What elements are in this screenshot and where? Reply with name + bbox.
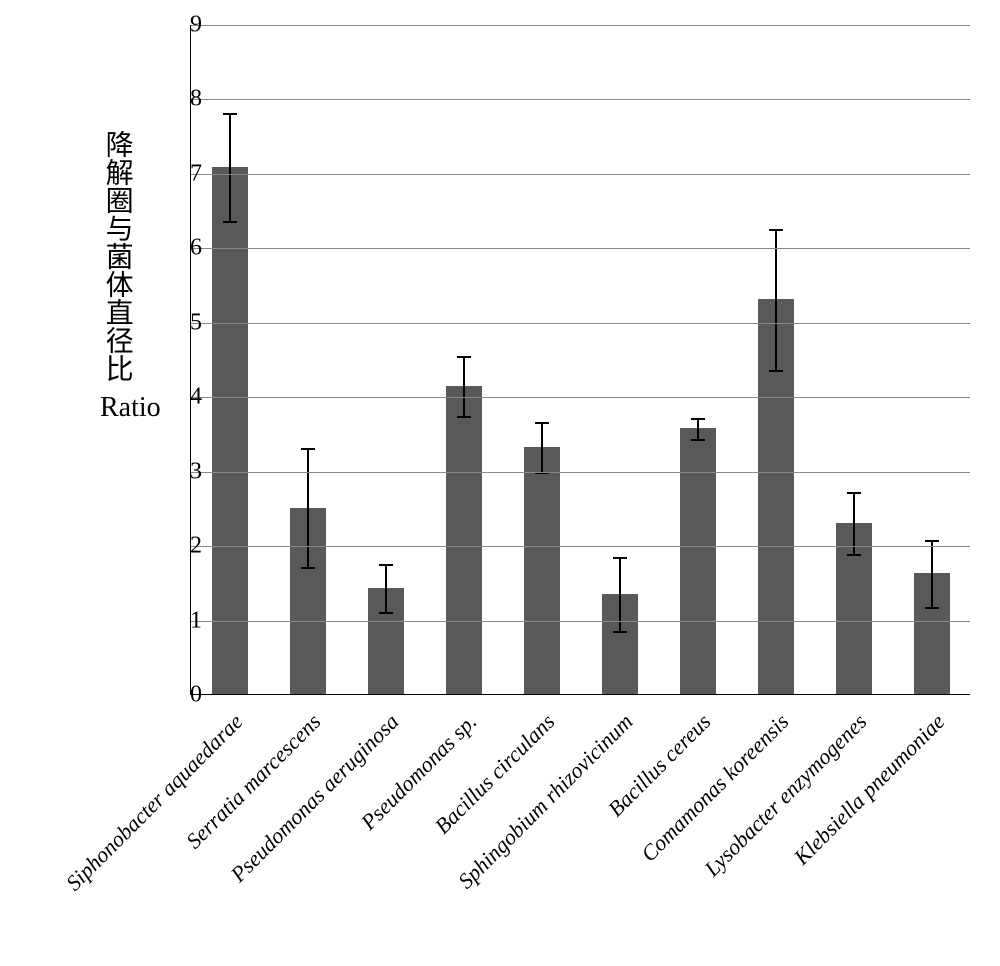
ytick-label: 3 xyxy=(190,458,202,485)
error-bar xyxy=(931,541,933,608)
gridline xyxy=(191,99,970,100)
error-cap-top xyxy=(613,557,627,559)
ytick-label: 7 xyxy=(190,160,202,187)
error-cap-top xyxy=(301,448,315,450)
bar xyxy=(524,447,561,694)
ytick-label: 4 xyxy=(190,384,202,411)
ytick-label: 6 xyxy=(190,235,202,262)
error-bar xyxy=(229,114,231,221)
gridline xyxy=(191,174,970,175)
gridline xyxy=(191,546,970,547)
error-cap-top xyxy=(535,422,549,424)
error-cap-bottom xyxy=(925,607,939,609)
bars-group xyxy=(191,25,970,694)
ytick-label: 8 xyxy=(190,86,202,113)
ytick-label: 1 xyxy=(190,607,202,634)
bar xyxy=(212,167,249,694)
error-cap-top xyxy=(769,229,783,231)
bar xyxy=(446,386,483,694)
gridline xyxy=(191,472,970,473)
bar-chart: 降解圈与菌体直径比 Ratio 0123456789Siphonobacter … xyxy=(30,10,990,950)
error-bar xyxy=(541,423,543,474)
error-cap-bottom xyxy=(301,567,315,569)
y-axis-label: 降解圈与菌体直径比 Ratio xyxy=(100,130,130,424)
error-cap-bottom xyxy=(613,631,627,633)
error-bar xyxy=(463,357,465,417)
error-cap-top xyxy=(847,492,861,494)
error-cap-top xyxy=(925,540,939,542)
error-bar xyxy=(307,449,309,568)
gridline xyxy=(191,397,970,398)
gridline xyxy=(191,248,970,249)
error-cap-bottom xyxy=(379,612,393,614)
error-cap-top xyxy=(379,564,393,566)
y-axis-label-en: Ratio xyxy=(100,392,161,423)
error-cap-bottom xyxy=(691,439,705,441)
gridline xyxy=(191,323,970,324)
error-cap-top xyxy=(223,113,237,115)
error-bar xyxy=(775,230,777,371)
error-bar xyxy=(697,419,699,440)
gridline xyxy=(191,25,970,26)
ytick-label: 0 xyxy=(190,682,202,709)
bar xyxy=(680,428,717,694)
plot-area xyxy=(190,25,970,695)
error-cap-top xyxy=(457,356,471,358)
error-cap-bottom xyxy=(769,370,783,372)
error-cap-bottom xyxy=(223,221,237,223)
error-cap-top xyxy=(691,418,705,420)
error-cap-bottom xyxy=(847,554,861,556)
y-axis-label-cn: 降解圈与菌体直径比 xyxy=(100,130,134,382)
ytick-label: 5 xyxy=(190,309,202,336)
error-cap-bottom xyxy=(457,416,471,418)
ytick-label: 2 xyxy=(190,533,202,560)
ytick-label: 9 xyxy=(190,12,202,39)
gridline xyxy=(191,621,970,622)
error-bar xyxy=(385,565,387,613)
